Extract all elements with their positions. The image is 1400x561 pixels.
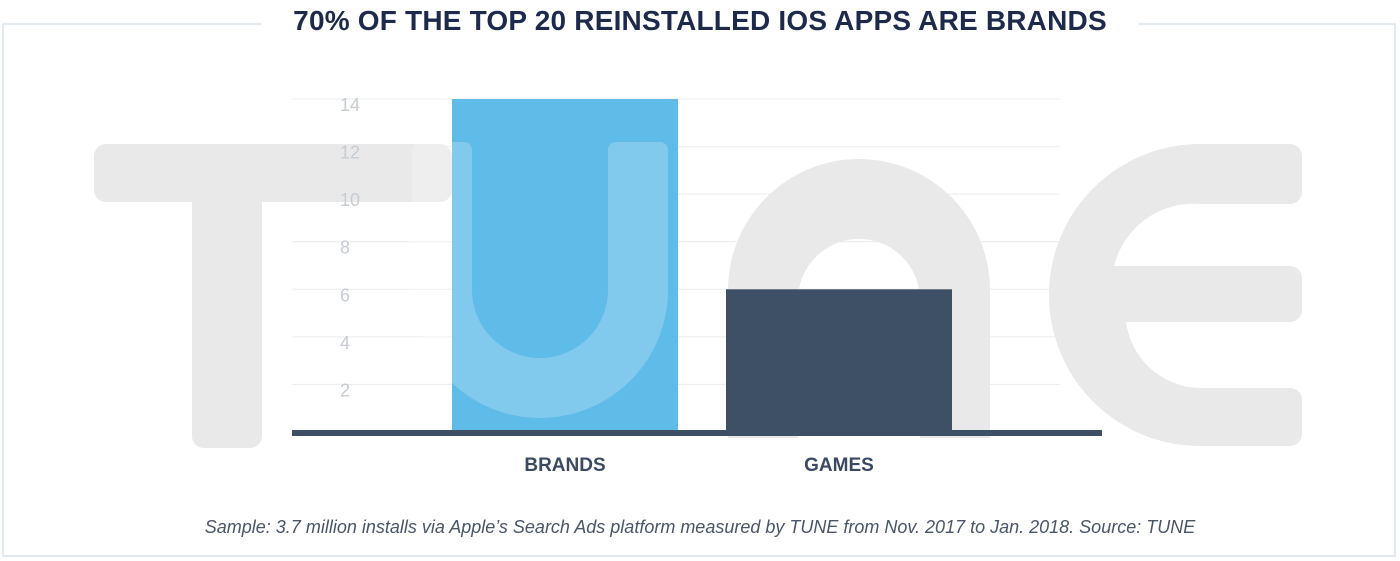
bar-games bbox=[726, 289, 952, 432]
y-tick-label: 12 bbox=[340, 143, 360, 163]
y-tick-label: 2 bbox=[340, 380, 350, 400]
y-tick-label: 10 bbox=[340, 190, 360, 210]
watermark-letter-e bbox=[1049, 144, 1302, 446]
y-tick-label: 4 bbox=[340, 333, 350, 353]
watermark-letter-u bbox=[412, 142, 668, 418]
y-tick-label: 14 bbox=[340, 95, 360, 115]
y-tick-label: 6 bbox=[340, 285, 350, 305]
x-axis-labels: BRANDS GAMES bbox=[524, 455, 873, 476]
y-tick-label: 8 bbox=[340, 238, 350, 258]
x-label-games: GAMES bbox=[804, 455, 874, 476]
x-label-brands: BRANDS bbox=[524, 455, 605, 476]
tune-watermark-logo bbox=[94, 144, 1302, 448]
bars bbox=[452, 99, 952, 432]
bar-brands bbox=[452, 99, 678, 432]
chart-title: 70% OF THE TOP 20 REINSTALLED IOS APPS A… bbox=[293, 5, 1107, 36]
title-background bbox=[262, 0, 1138, 48]
x-axis-line bbox=[292, 430, 1102, 436]
footnote-source: Sample: 3.7 million installs via Apple’s… bbox=[204, 517, 1196, 537]
y-axis-ticks: 2 4 6 8 10 12 14 bbox=[340, 95, 360, 400]
watermark-letter-t bbox=[94, 144, 452, 448]
tune-watermark-overlay bbox=[412, 142, 668, 418]
